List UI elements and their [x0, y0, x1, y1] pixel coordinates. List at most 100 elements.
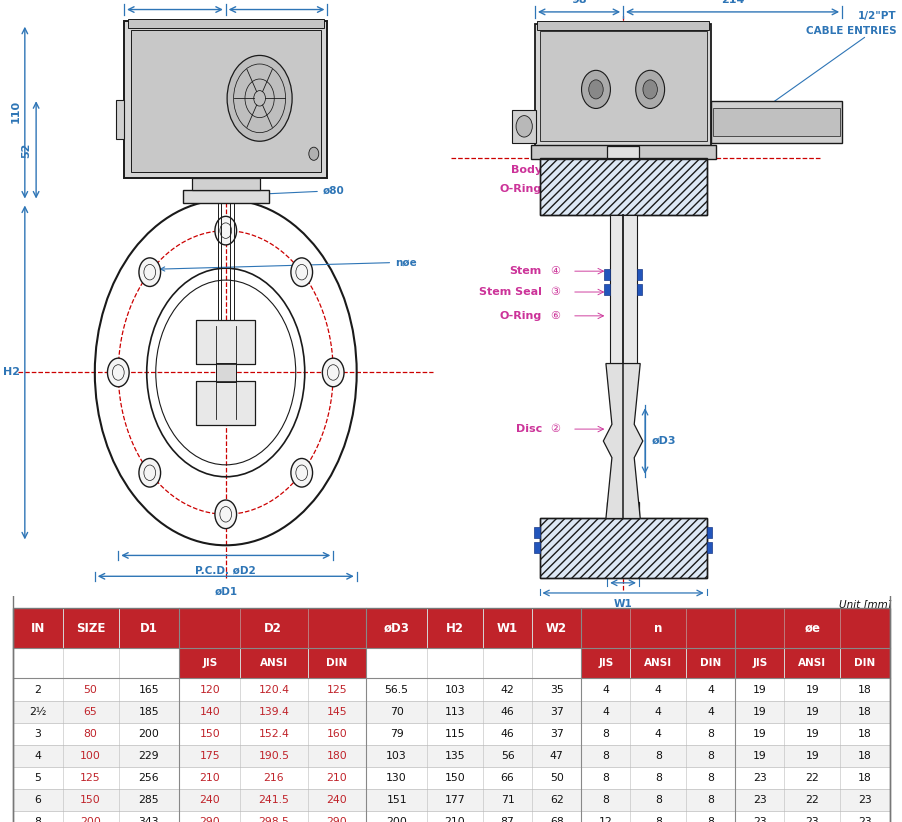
Text: 19: 19	[805, 685, 818, 695]
Bar	[705, 527, 712, 538]
Text: 285: 285	[139, 796, 159, 806]
Text: 177: 177	[444, 796, 465, 806]
Bar	[734, 608, 888, 648]
Text: 65: 65	[84, 707, 97, 717]
Text: D1: D1	[140, 621, 158, 635]
Text: 4: 4	[654, 685, 661, 695]
Text: 115: 115	[444, 729, 465, 739]
Text: 23: 23	[752, 774, 766, 783]
Text: 22: 22	[805, 774, 818, 783]
Bar	[427, 608, 483, 648]
Text: ø80: ø80	[247, 186, 345, 196]
Text: W1: W1	[496, 621, 518, 635]
Text: 46: 46	[500, 707, 514, 717]
Bar	[840, 648, 888, 678]
Text: DIN: DIN	[699, 658, 721, 668]
Text: 229: 229	[139, 751, 159, 761]
Text: 56: 56	[500, 751, 514, 761]
Text: nøe: nøe	[161, 257, 417, 271]
Text: 8: 8	[706, 729, 713, 739]
Text: 214: 214	[720, 0, 743, 5]
Text: øD1: øD1	[214, 587, 237, 597]
Bar	[115, 100, 124, 139]
Bar	[539, 158, 705, 215]
Bar	[609, 215, 636, 363]
Text: 200: 200	[80, 817, 101, 822]
Text: 120: 120	[199, 685, 220, 695]
Bar	[705, 543, 712, 553]
Text: 125: 125	[80, 774, 101, 783]
Text: ⑥: ⑥	[543, 311, 560, 321]
Text: 18: 18	[857, 774, 871, 783]
Bar	[711, 101, 841, 143]
Text: 151: 151	[386, 796, 407, 806]
Text: 56.5: 56.5	[384, 685, 408, 695]
Text: 175: 175	[199, 751, 220, 761]
Text: 4: 4	[654, 707, 661, 717]
Circle shape	[642, 80, 657, 99]
Bar	[308, 648, 366, 678]
Text: 18: 18	[857, 685, 871, 695]
Text: 98: 98	[571, 0, 586, 5]
Text: Disc: Disc	[515, 424, 541, 434]
Bar	[128, 19, 323, 28]
Circle shape	[290, 258, 312, 287]
Text: 8: 8	[654, 796, 661, 806]
Text: 12: 12	[598, 817, 612, 822]
Text: 125: 125	[327, 685, 347, 695]
Text: 77: 77	[167, 0, 182, 2]
Circle shape	[227, 55, 291, 141]
Bar	[14, 789, 888, 811]
Text: 140: 140	[199, 707, 220, 717]
Text: 23: 23	[752, 817, 766, 822]
Text: 150: 150	[199, 729, 220, 739]
Text: 22: 22	[805, 796, 818, 806]
Text: JIS: JIS	[202, 658, 217, 668]
Circle shape	[516, 116, 531, 137]
Bar	[62, 608, 118, 648]
Circle shape	[215, 500, 236, 529]
Bar	[14, 745, 888, 767]
Text: 66: 66	[500, 774, 514, 783]
Text: O-Ring: O-Ring	[499, 184, 541, 194]
Text: 19: 19	[752, 685, 766, 695]
Bar	[606, 146, 639, 158]
Text: Stem: Stem	[509, 266, 541, 276]
Bar	[606, 501, 639, 519]
Bar	[539, 519, 705, 578]
Text: 120.4: 120.4	[258, 685, 290, 695]
Bar	[603, 270, 609, 280]
Text: ANSI: ANSI	[260, 658, 288, 668]
Text: 150: 150	[444, 774, 465, 783]
Text: 139.4: 139.4	[258, 707, 289, 717]
Text: 8: 8	[34, 817, 41, 822]
Text: 68: 68	[549, 817, 563, 822]
Text: 3: 3	[34, 729, 41, 739]
Text: 200: 200	[386, 817, 407, 822]
Text: 4: 4	[706, 707, 713, 717]
Bar	[603, 284, 609, 295]
Bar	[539, 519, 705, 578]
Bar	[512, 110, 536, 143]
Text: 46: 46	[500, 729, 514, 739]
Text: ANSI: ANSI	[643, 658, 672, 668]
Text: 152.4: 152.4	[258, 729, 289, 739]
Circle shape	[139, 459, 161, 487]
Text: Stem Seal: Stem Seal	[478, 287, 541, 297]
Text: 103: 103	[444, 685, 465, 695]
Text: 8: 8	[706, 796, 713, 806]
Circle shape	[581, 71, 610, 109]
Bar	[686, 648, 734, 678]
Text: H2: H2	[4, 367, 20, 377]
Text: 210: 210	[199, 774, 220, 783]
Text: 241.5: 241.5	[258, 796, 289, 806]
Text: Body: Body	[511, 165, 541, 175]
Text: 113: 113	[444, 707, 465, 717]
Bar	[784, 648, 840, 678]
Text: 37: 37	[549, 729, 563, 739]
Text: 103: 103	[265, 0, 288, 2]
Text: IN: IN	[31, 621, 45, 635]
Text: 19: 19	[752, 707, 766, 717]
Circle shape	[139, 258, 161, 287]
Text: 4: 4	[602, 707, 609, 717]
